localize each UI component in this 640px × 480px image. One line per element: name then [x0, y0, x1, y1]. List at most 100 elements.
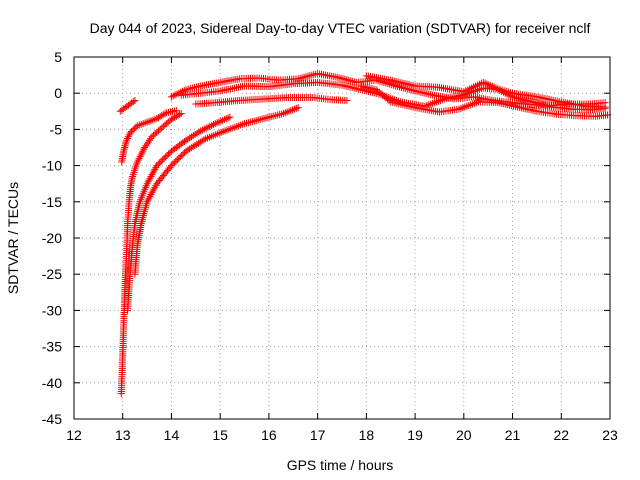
data-point: [123, 134, 131, 142]
data-point: [176, 153, 184, 161]
series-arc-4: [116, 96, 139, 115]
data-point: [147, 134, 155, 142]
data-point: [172, 157, 180, 165]
data-point: [182, 136, 190, 144]
y-tick-label: -25: [42, 266, 62, 282]
x-tick-label: 19: [407, 427, 423, 443]
data-point: [226, 113, 234, 121]
data-point: [219, 116, 227, 124]
data-point: [479, 78, 487, 86]
y-tick-label: -5: [50, 121, 63, 137]
data-point: [143, 198, 151, 206]
x-tick-label: 18: [359, 427, 375, 443]
data-point: [224, 114, 232, 122]
x-axis-label: GPS time / hours: [287, 457, 394, 473]
data-point: [206, 122, 214, 130]
data-point: [188, 133, 196, 141]
data-point: [171, 91, 179, 99]
data-point: [184, 146, 192, 154]
data-point: [215, 118, 223, 126]
data-point: [147, 172, 155, 180]
data-point: [222, 115, 230, 123]
data-point: [137, 151, 145, 159]
data-point: [208, 121, 216, 129]
data-point: [490, 83, 498, 91]
data-point: [154, 160, 162, 168]
data-point: [153, 162, 161, 170]
data-point: [173, 156, 181, 164]
y-tick-label: -20: [42, 230, 62, 246]
data-point: [133, 158, 141, 166]
data-point: [191, 142, 199, 150]
data-point: [180, 86, 188, 94]
series-arc-1: [118, 107, 180, 166]
data-point: [189, 143, 197, 151]
x-tick-label: 16: [261, 427, 277, 443]
data-point: [193, 129, 201, 137]
data-point: [129, 98, 137, 106]
data-point: [151, 165, 159, 173]
data-point: [209, 121, 217, 129]
data-point: [167, 93, 175, 101]
data-point: [179, 150, 187, 158]
data-point: [169, 160, 177, 168]
data-point: [134, 156, 142, 164]
data-point: [184, 135, 192, 143]
data-point: [195, 128, 203, 136]
data-point: [161, 121, 169, 129]
data-point: [169, 92, 177, 100]
data-point: [144, 196, 152, 204]
data-point: [194, 139, 202, 147]
series-arc-7: [192, 94, 351, 108]
data-point: [343, 96, 351, 104]
series-arc-8: [357, 82, 612, 120]
data-point: [220, 116, 228, 124]
x-tick-label: 12: [66, 427, 82, 443]
x-tick-label: 13: [115, 427, 131, 443]
data-points: [116, 70, 612, 398]
data-point: [283, 108, 291, 116]
data-point: [488, 82, 496, 90]
data-point: [131, 96, 139, 104]
data-point: [148, 189, 156, 197]
y-tick-label: -10: [42, 158, 62, 174]
data-point: [150, 131, 158, 139]
y-tick-label: -35: [42, 339, 62, 355]
data-point: [148, 171, 156, 179]
data-point: [148, 133, 156, 141]
data-point: [143, 180, 151, 188]
chart-title: Day 044 of 2023, Sidereal Day-to-day VTE…: [90, 20, 591, 36]
data-point: [289, 106, 297, 114]
y-tick-label: -45: [42, 411, 62, 427]
data-point: [204, 123, 212, 131]
y-tick-label: -30: [42, 302, 62, 318]
y-tick-label: 0: [54, 85, 62, 101]
data-point: [127, 128, 135, 136]
data-point: [156, 159, 164, 167]
data-point: [182, 147, 190, 155]
data-point: [144, 138, 152, 146]
data-point: [200, 136, 208, 144]
data-point: [487, 82, 495, 90]
data-point: [149, 169, 157, 177]
data-point: [163, 120, 171, 128]
data-point: [178, 87, 186, 95]
series-arc-2: [124, 113, 234, 314]
data-point: [146, 192, 154, 200]
data-point: [162, 153, 170, 161]
data-point: [197, 127, 205, 135]
data-point: [176, 110, 184, 118]
data-point: [178, 151, 186, 159]
data-point: [158, 124, 166, 132]
y-tick-label: 5: [54, 49, 62, 65]
data-point: [211, 120, 219, 128]
data-point: [139, 147, 147, 155]
data-point: [138, 149, 146, 157]
data-point: [150, 185, 158, 193]
data-point: [153, 128, 161, 136]
data-point: [150, 167, 158, 175]
data-point: [196, 138, 204, 146]
y-tick-label: -40: [42, 375, 62, 391]
data-point: [186, 145, 194, 153]
